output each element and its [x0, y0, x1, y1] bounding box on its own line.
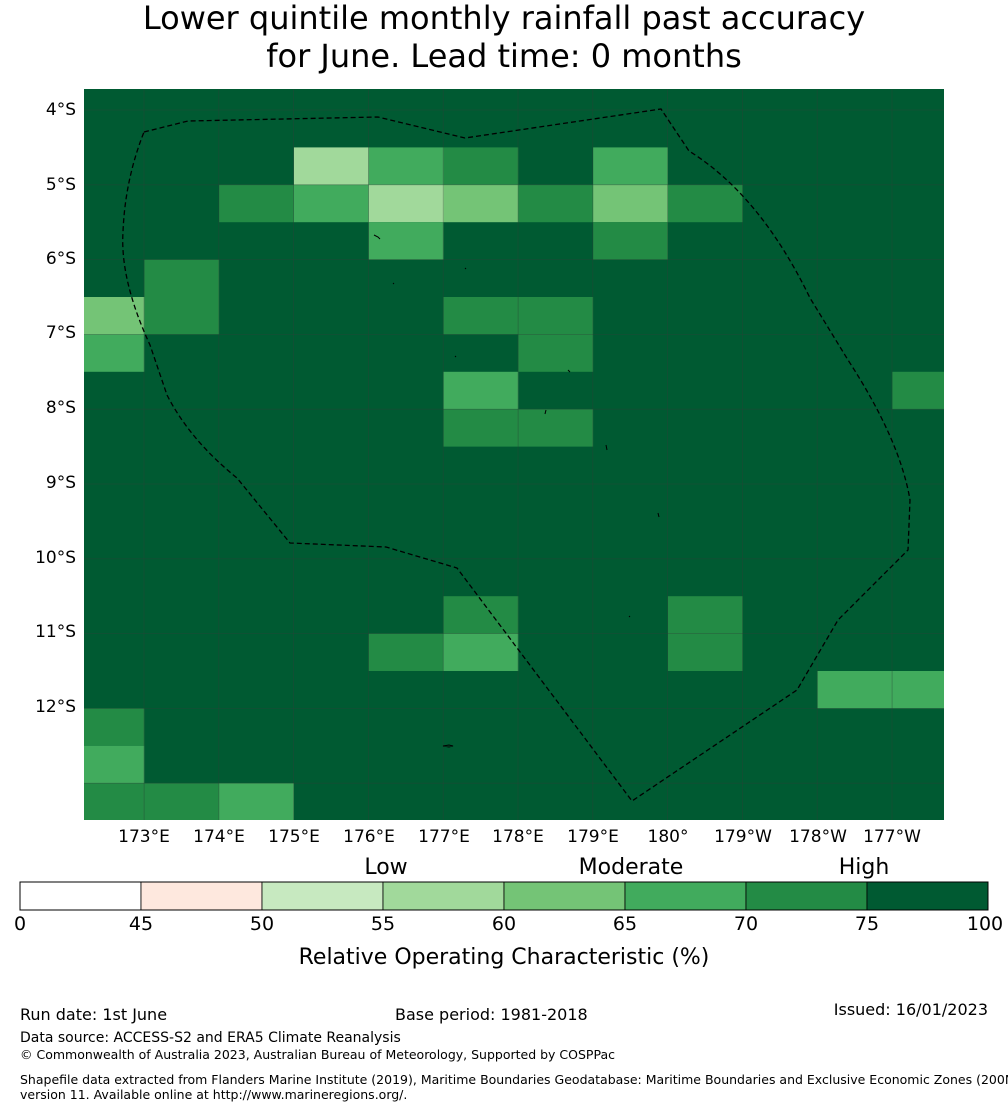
map-gridlines — [84, 89, 944, 820]
grid-cell — [84, 745, 145, 784]
latitude-label: 12°S — [35, 697, 76, 717]
data-source: Data source: ACCESS-S2 and ERA5 Climate … — [20, 1030, 401, 1046]
longitude-label: 175°E — [268, 827, 320, 847]
base-period: Base period: 1981-2018 — [395, 1005, 588, 1024]
latitude-label: 4°S — [45, 100, 76, 120]
grid-cell — [144, 297, 220, 335]
grid-cell — [368, 633, 444, 671]
colorbar-bin — [503, 881, 626, 911]
colorbar-tick-label: 65 — [612, 913, 638, 935]
latitude-label: 6°S — [45, 249, 76, 269]
grid-cell — [667, 596, 743, 634]
run-date: Run date: 1st June — [20, 1005, 168, 1024]
grid-cell — [593, 222, 668, 260]
grid-cell — [219, 783, 294, 820]
colorbar-tick-label: 70 — [733, 913, 759, 935]
map-title-line2: for June. Lead time: 0 months — [266, 37, 742, 75]
grid-cell — [219, 184, 294, 223]
grid-cell — [144, 783, 220, 820]
grid-cell — [144, 259, 220, 297]
colorbar-tick-label: 60 — [491, 913, 517, 935]
grid-cell — [368, 222, 444, 260]
colorbar-bin — [624, 881, 747, 911]
grid-cell — [518, 184, 594, 223]
longitude-label: 176°E — [343, 827, 395, 847]
grid-cell — [443, 409, 519, 447]
longitude-label: 173°E — [118, 827, 170, 847]
map-title-line1: Lower quintile monthly rainfall past acc… — [142, 0, 866, 37]
colorbar-bin — [19, 881, 142, 911]
colorbar-bin — [745, 881, 868, 911]
longitude-label: 177°W — [863, 827, 921, 847]
grid-cell — [368, 184, 444, 223]
grid-cell — [518, 409, 594, 447]
grid-cell — [84, 297, 145, 335]
grid-cell — [892, 671, 944, 709]
grid-cell — [443, 147, 519, 185]
grid-cell — [443, 596, 519, 634]
latitude-label: 8°S — [45, 398, 76, 418]
latitude-label: 9°S — [45, 473, 76, 493]
colorbar-bin — [140, 881, 263, 911]
colorbar-bin — [261, 881, 384, 911]
grid-cell — [892, 371, 944, 410]
grid-cell — [667, 184, 743, 223]
colorbar-tick-label: 100 — [966, 913, 1004, 935]
grid-cell — [443, 371, 519, 410]
colorbar-tick-label: 50 — [249, 913, 275, 935]
legend-category-low: Low — [364, 855, 408, 880]
longitude-label: 179°W — [714, 827, 772, 847]
longitude-label: 180° — [647, 827, 689, 847]
grid-cell — [84, 783, 145, 820]
rainfall-grid-cells — [84, 147, 944, 820]
grid-cell — [593, 147, 668, 185]
legend-category-moderate: Moderate — [578, 855, 684, 880]
issued-date: Issued: 16/01/2023 — [833, 1000, 988, 1019]
shapefile-credit-line2: version 11. Available online at http://w… — [20, 1087, 408, 1102]
colorbar-tick-label: 55 — [370, 913, 396, 935]
legend-colorbar — [19, 881, 989, 911]
longitude-label: 177°E — [418, 827, 470, 847]
colorbar-bin — [382, 881, 505, 911]
grid-cell — [518, 297, 594, 335]
grid-cell — [817, 671, 893, 709]
latitude-label: 5°S — [45, 175, 76, 195]
colorbar-bin — [866, 881, 989, 911]
grid-cell — [443, 633, 519, 671]
grid-cell — [593, 184, 668, 223]
grid-cell — [84, 334, 145, 372]
latitude-label: 11°S — [35, 622, 76, 642]
island-marks — [373, 234, 660, 748]
colorbar-tick-label: 0 — [13, 913, 27, 935]
grid-cell — [667, 633, 743, 671]
latitude-label: 10°S — [35, 548, 76, 568]
colorbar-tick-label: 45 — [128, 913, 154, 935]
grid-cell — [84, 708, 145, 746]
colorbar-frame — [19, 881, 989, 911]
grid-cell — [518, 334, 594, 372]
grid-cell — [368, 147, 444, 185]
longitude-label: 178°W — [789, 827, 847, 847]
grid-cell — [293, 184, 369, 223]
legend-category-high: High — [838, 855, 890, 880]
colorbar-title: Relative Operating Characteristic (%) — [298, 945, 710, 970]
shapefile-credit-line1: Shapefile data extracted from Flanders M… — [20, 1072, 1008, 1087]
latitude-label: 7°S — [45, 323, 76, 343]
grid-cell — [443, 184, 519, 223]
longitude-label: 174°E — [193, 827, 245, 847]
grid-cell — [443, 297, 519, 335]
copyright-notice: © Commonwealth of Australia 2023, Austra… — [20, 1047, 615, 1062]
longitude-label: 179°E — [567, 827, 619, 847]
grid-cell — [293, 147, 369, 185]
colorbar-tick-label: 75 — [854, 913, 880, 935]
longitude-label: 178°E — [492, 827, 544, 847]
